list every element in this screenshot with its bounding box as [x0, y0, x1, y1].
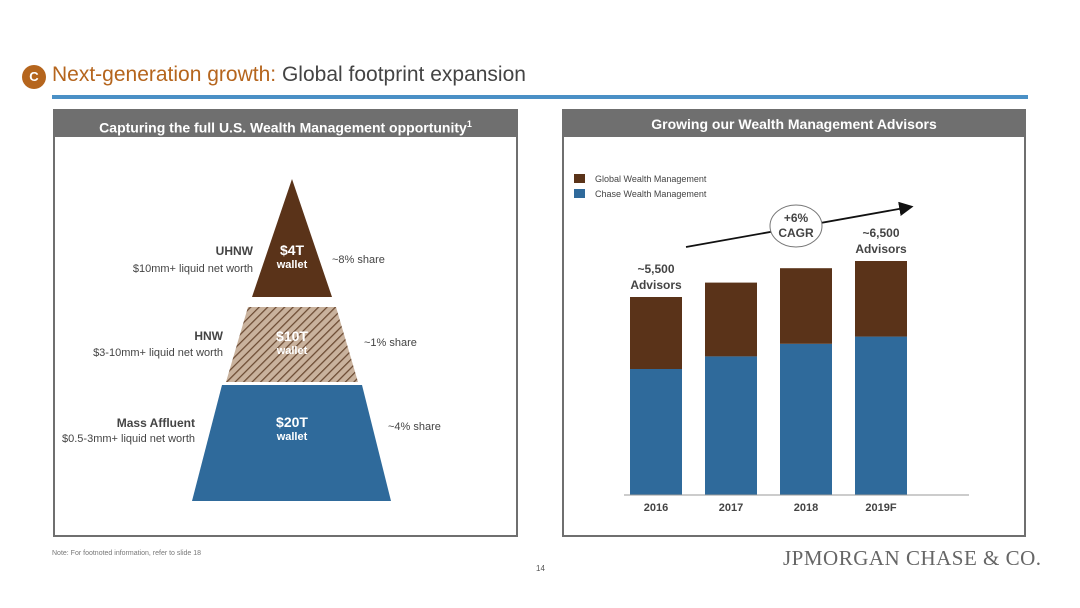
segment-wallet-uhnw: $4T wallet — [262, 242, 322, 272]
segment-value-uhnw: $4T — [279, 242, 305, 258]
bar-chase-2017 — [705, 356, 757, 495]
x-tick-2018: 2018 — [794, 502, 818, 514]
cagr-value: +6% — [784, 211, 809, 225]
advisors-panel-title: Growing our Wealth Management Advisors — [651, 116, 937, 132]
bar-global-2019F — [855, 261, 907, 337]
legend-item-chase: Chase Wealth Management — [574, 186, 706, 201]
legend-label-chase: Chase Wealth Management — [595, 188, 707, 199]
bar-global-2017 — [705, 282, 757, 357]
bar-chase-2018 — [780, 343, 832, 495]
annotation-first-value: ~5,500 — [637, 262, 674, 276]
segment-share-uhnw: ~8% share — [332, 254, 385, 266]
segment-name-uhnw: UHNW — [215, 244, 253, 258]
segment-value-mass-affluent: $20T — [276, 414, 308, 430]
footnote: Note: For footnoted information, refer t… — [52, 550, 202, 557]
segment-value-hnw: $10T — [276, 328, 308, 344]
bar-chase-2016 — [630, 369, 682, 495]
segment-desc-uhnw: $10mm+ liquid net worth — [132, 263, 253, 275]
cagr-label: CAGR — [778, 226, 814, 240]
segment-wallet-mass-affluent: $20T wallet — [262, 414, 322, 444]
advisors-panel: Growing our Wealth Management Advisors G… — [562, 109, 1026, 537]
legend-swatch-chase — [574, 189, 585, 198]
chart-legend: Global Wealth Management Chase Wealth Ma… — [574, 171, 706, 201]
advisors-panel-header: Growing our Wealth Management Advisors — [564, 111, 1024, 137]
cagr-bubble — [769, 204, 823, 248]
segment-share-hnw: ~1% share — [364, 337, 417, 349]
pyramid-graphic — [192, 179, 391, 501]
segment-wallet-hnw: $10T wallet — [262, 328, 322, 358]
annotation-last-unit: Advisors — [855, 242, 907, 256]
segment-name-hnw: HNW — [194, 329, 223, 343]
wallet-panel: Capturing the full U.S. Wealth Managemen… — [53, 109, 518, 537]
x-tick-2017: 2017 — [719, 502, 743, 514]
page-number: 14 — [536, 564, 545, 573]
title-rest: Global footprint expansion — [281, 63, 526, 86]
segment-share-mass-affluent: ~4% share — [388, 421, 441, 433]
legend-item-global: Global Wealth Management — [574, 171, 706, 186]
page-title: Next-generation growth: Global footprint… — [52, 63, 526, 87]
wallet-panel-title: Capturing the full U.S. Wealth Managemen… — [99, 119, 467, 136]
x-tick-2019F: 2019F — [865, 502, 896, 514]
title-highlight: Next-generation growth: — [52, 63, 277, 86]
title-rule — [52, 95, 1028, 99]
segment-desc-mass-affluent: $0.5-3mm+ liquid net worth — [62, 433, 195, 445]
pyramid-area: UHNW $10mm+ liquid net worth $4T wallet … — [55, 137, 516, 535]
advisors-bar-chart: 2016 2017 2018 2019F ~5,500 Advisors ~6,500 Adv… — [624, 201, 969, 514]
annotation-first-unit: Advisors — [630, 278, 682, 292]
pyramid-tier-uhnw — [252, 179, 332, 297]
segment-unit-hnw: wallet — [276, 345, 308, 357]
advisors-chart-area: Global Wealth Management Chase Wealth Ma… — [564, 137, 1024, 535]
segment-name-mass-affluent: Mass Affluent — [116, 416, 195, 430]
segment-unit-mass-affluent: wallet — [276, 431, 308, 443]
jpmorgan-logo: JPMORGAN CHASE & CO. — [783, 546, 1042, 570]
section-badge: C — [22, 65, 46, 89]
legend-swatch-global — [574, 174, 585, 183]
annotation-last-value: ~6,500 — [862, 226, 899, 240]
pyramid-tier-mass-affluent — [192, 385, 391, 501]
bar-global-2018 — [780, 268, 832, 344]
pyramid-tier-hnw — [226, 307, 358, 382]
wallet-panel-header: Capturing the full U.S. Wealth Managemen… — [55, 111, 516, 137]
wallet-panel-footnote: 1 — [466, 119, 472, 129]
bar-chase-2019F — [855, 336, 907, 495]
segment-desc-hnw: $3-10mm+ liquid net worth — [93, 347, 223, 359]
legend-label-global: Global Wealth Management — [595, 173, 707, 184]
segment-unit-uhnw: wallet — [276, 259, 308, 271]
x-tick-2016: 2016 — [644, 502, 668, 514]
bar-global-2016 — [630, 297, 682, 369]
